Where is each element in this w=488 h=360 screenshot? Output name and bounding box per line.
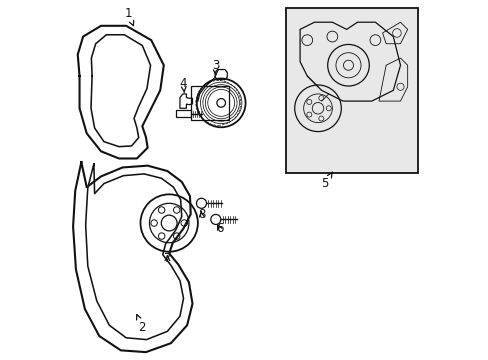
- Bar: [285, 8, 418, 173]
- Text: 5: 5: [321, 172, 332, 190]
- Text: 6: 6: [215, 222, 223, 235]
- Text: 2: 2: [136, 315, 146, 333]
- Text: 8: 8: [197, 208, 205, 221]
- Text: 7: 7: [163, 252, 171, 265]
- Text: 1: 1: [124, 7, 133, 26]
- Text: 3: 3: [212, 59, 219, 75]
- Bar: [285, 8, 418, 173]
- Text: 4: 4: [180, 77, 187, 93]
